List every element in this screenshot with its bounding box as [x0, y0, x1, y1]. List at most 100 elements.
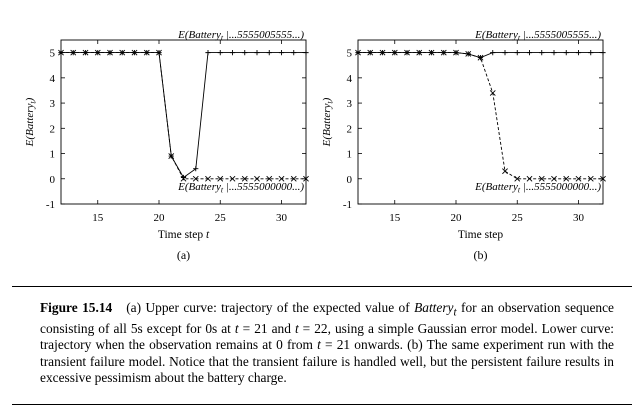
- y-tick-label: 3: [50, 98, 56, 110]
- plot-frame: [60, 39, 307, 205]
- caption-text: Figure 15.14 (a) Upper curve: trajectory …: [40, 300, 614, 387]
- point-marker-cross: [229, 175, 236, 182]
- point-marker-plus: [465, 51, 471, 57]
- point-marker-cross: [489, 90, 496, 96]
- panel-label: (b): [474, 248, 488, 262]
- panel-b: -1 0 1 2 3 4 5 15 20 25 30 Time step E(Batteryt) (b) E…: [321, 29, 606, 262]
- x-tick-label: 15: [92, 212, 104, 224]
- caption-part-a: (a) Upper curve: trajectory of the expec…: [126, 300, 415, 315]
- point-marker-cross: [538, 175, 545, 182]
- t-variable: t: [317, 337, 321, 353]
- series-line-transient: [61, 52, 306, 179]
- point-marker-plus: [379, 50, 386, 56]
- series-line-persistent: [61, 52, 306, 180]
- x-tick-label: 20: [154, 212, 166, 224]
- y-tick-label: 3: [347, 98, 353, 110]
- x-axis-label: Time step: [458, 229, 504, 241]
- point-marker-plus: [82, 50, 89, 56]
- series-line-persistent: [358, 52, 603, 180]
- plot-frame: [357, 39, 604, 205]
- caption-top-rule: [12, 286, 632, 287]
- x-tick-label: 25: [215, 212, 227, 224]
- caption-part-b: (b) The same experiment run with the tra…: [40, 337, 614, 386]
- figure-caption: Figure 15.14 (a) Upper curve: trajectory …: [40, 300, 614, 387]
- y-tick-label: 0: [50, 174, 56, 186]
- point-marker-cross: [254, 175, 260, 182]
- series-label-transient: E(Batteryt |...5555005555...): [177, 29, 304, 43]
- y-tick-label: 1: [50, 149, 56, 161]
- point-marker-cross: [502, 168, 508, 175]
- point-marker-cross: [600, 175, 606, 182]
- point-marker-plus: [441, 50, 447, 56]
- x-tick-label: 25: [512, 212, 524, 224]
- point-marker-plus: [490, 50, 496, 56]
- point-marker-cross: [303, 175, 309, 182]
- point-marker-plus: [477, 55, 484, 61]
- point-marker-plus: [229, 50, 236, 56]
- point-marker-plus: [144, 50, 150, 56]
- t-variable: t: [294, 321, 299, 337]
- point-marker-plus: [205, 50, 211, 56]
- x-tick-label: 15: [389, 212, 401, 224]
- battery-variable: Batteryt: [414, 300, 457, 319]
- series-label-persistent: E(Batteryt |...5555000000...): [474, 181, 601, 195]
- x-tick-label: 30: [573, 212, 585, 224]
- point-marker-cross: [587, 175, 594, 182]
- series-label-persistent: E(Batteryt |...5555000000...): [177, 181, 304, 195]
- caption-bottom-rule: [12, 404, 632, 405]
- point-marker-plus: [95, 50, 101, 56]
- caption-part-a-8: = 21 onwards.: [320, 337, 403, 353]
- x-tick-label: 20: [451, 212, 463, 224]
- point-marker-plus: [131, 50, 138, 56]
- series-label-transient: E(Batteryt |...5555005555...): [474, 29, 601, 43]
- caption-part-a-4: = 21 and: [238, 321, 295, 337]
- point-marker-plus: [404, 50, 410, 56]
- y-tick-label: 4: [50, 73, 56, 85]
- point-marker-plus: [242, 50, 248, 56]
- point-marker-plus: [416, 50, 422, 56]
- point-marker-cross: [526, 175, 533, 182]
- caption-part-a-6: = 22, using a simple Gaussian error mode…: [40, 321, 614, 353]
- point-marker-plus: [355, 50, 361, 56]
- y-tick-label: 2: [50, 123, 56, 135]
- point-marker-plus: [278, 50, 285, 56]
- point-marker-cross: [241, 175, 248, 182]
- y-tick-label: 5: [50, 48, 56, 60]
- point-marker-plus: [193, 166, 199, 172]
- y-tick-label: 5: [347, 48, 353, 60]
- y-tick-label: 4: [347, 73, 353, 85]
- battery-var-text: Battery: [414, 300, 454, 315]
- point-marker-plus: [588, 50, 594, 56]
- point-marker-cross: [514, 175, 521, 182]
- point-marker-cross: [266, 175, 273, 182]
- y-tick-label: 1: [347, 149, 353, 161]
- battery-var-subscript: t: [453, 306, 457, 319]
- point-marker-plus: [575, 50, 582, 56]
- point-marker-plus: [563, 50, 569, 56]
- point-marker-plus: [156, 50, 162, 56]
- x-tick-label: 30: [276, 212, 288, 224]
- point-marker-plus: [539, 50, 545, 56]
- point-marker-plus: [303, 50, 309, 56]
- panel-label: (a): [177, 248, 190, 262]
- point-marker-plus: [217, 50, 223, 56]
- y-tick-label: 0: [347, 174, 353, 186]
- y-tick-label: 2: [347, 123, 353, 135]
- point-marker-cross: [217, 175, 224, 182]
- figure-label: Figure 15.14: [40, 300, 113, 315]
- point-marker-cross: [192, 175, 199, 182]
- point-marker-plus: [254, 50, 260, 56]
- x-axis-label: Time step t: [158, 229, 210, 241]
- point-marker-plus: [600, 50, 606, 56]
- point-marker-cross: [290, 175, 297, 182]
- point-marker-cross: [278, 175, 285, 182]
- point-marker-plus: [70, 50, 76, 56]
- point-marker-cross: [563, 175, 570, 182]
- point-marker-plus: [428, 50, 435, 56]
- point-marker-plus: [107, 50, 113, 56]
- point-marker-plus: [119, 50, 125, 56]
- point-marker-plus: [168, 153, 174, 159]
- point-marker-plus: [392, 50, 398, 56]
- point-marker-plus: [551, 50, 557, 56]
